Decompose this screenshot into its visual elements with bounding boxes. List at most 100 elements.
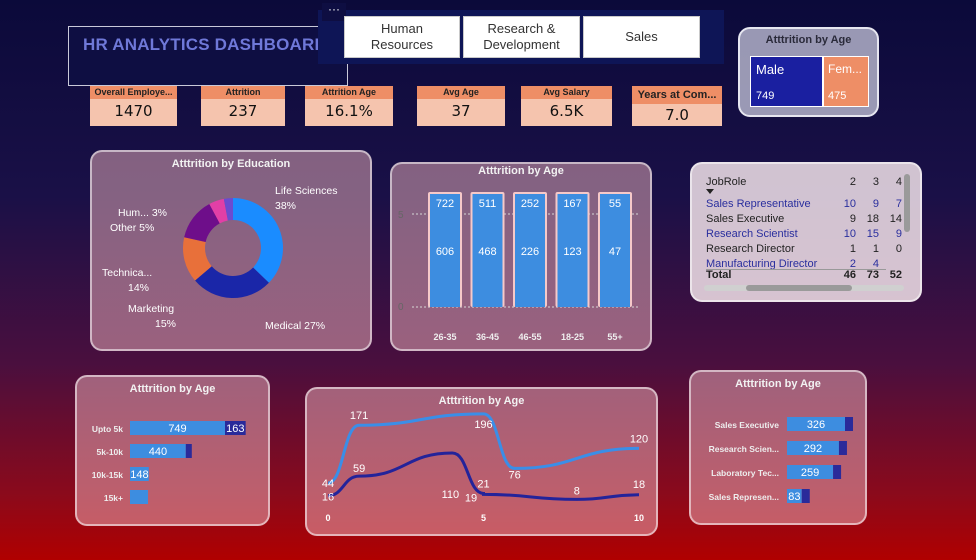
male-tile[interactable]: Male 749 [750,56,823,107]
data-label: 19 [465,492,477,504]
salary-bar-chart-card: Atttrition by Age Upto 5k 749 163 5k-10k 440… [75,375,270,526]
column-header[interactable]: 2 [849,176,856,188]
bar-value-label: 468 [478,246,496,258]
kpi-label: Attrition Age [305,86,393,99]
x-tick-label: 5 [481,513,486,523]
bar[interactable] [787,417,845,431]
bar-value-label: 722 [436,198,454,210]
card-title: Atttrition by Age [735,378,821,390]
tab-label: Research & Development [483,21,560,52]
table-row[interactable]: Research Scientist 10 15 9 [706,228,902,243]
cell: 52 [889,269,902,281]
donut-label-other: Other 5% [110,222,154,234]
bar-segment[interactable] [225,421,246,435]
bar-segment[interactable] [801,489,810,503]
jobrole-table-card: JobRole 2 3 4 Sales Representative 10 9 … [690,162,922,302]
female-label: Fem... [828,62,863,76]
bar-segment[interactable] [185,444,192,458]
bar[interactable] [472,194,503,307]
bar-segment[interactable] [833,465,842,479]
age-bar-chart: 5 0 722 606 26-35 511 468 36-45 252 226 46-55 167… [398,192,640,342]
kpi-value: 1470 [114,102,153,120]
kpi-overall-employees[interactable]: Overall Employe... 1470 [90,86,177,126]
sort-desc-icon[interactable] [706,189,714,194]
bar-value-label: 226 [521,246,539,258]
donut-label-life-sciences-pct: 38% [275,200,296,212]
table-row[interactable]: Research Director 1 1 0 [706,243,902,258]
kpi-attrition[interactable]: Attrition 237 [201,86,285,126]
y-tick-label: Upto 5k [92,424,123,434]
tab-sales[interactable]: Sales [583,16,700,58]
series-line[interactable] [327,412,640,485]
kpi-years-at-company[interactable]: Years at Com... 7.0 [632,86,722,126]
donut-slice[interactable] [195,266,269,298]
donut-slice[interactable] [233,198,283,283]
kpi-avg-age[interactable]: Avg Age 37 [417,86,505,126]
donut-slice[interactable] [209,198,228,224]
kpi-avg-salary[interactable]: Avg Salary 6.5K [521,86,612,126]
bar[interactable] [515,194,545,307]
card-title: Atttrition by Age [478,165,564,177]
table-row[interactable]: Sales Representative 10 9 7 [706,198,902,213]
bar-value-label: 511 [479,198,497,210]
card-title: Atttrition by Age [438,395,525,407]
donut-slice[interactable] [223,198,233,221]
female-tile[interactable]: Fem... 475 [823,56,869,107]
data-label: 16 [322,492,334,504]
bar[interactable] [787,489,802,503]
tab-human-resources[interactable]: Human Resources [344,16,460,58]
bar-segment[interactable] [845,417,853,431]
kpi-label: Attrition [201,86,285,99]
donut-label-marketing: Marketing [128,303,174,315]
y-tick-label: Sales Represen... [709,492,779,502]
bar[interactable] [787,465,834,479]
bar-value-label: 326 [807,419,825,431]
bar[interactable] [130,467,149,481]
x-tick-label: 36-45 [476,332,499,342]
bar-value-label: 163 [226,423,244,435]
bar[interactable] [787,441,839,455]
bar[interactable] [557,194,588,307]
table-row[interactable]: Sales Executive 9 18 14 [706,213,902,228]
cell: 10 [843,228,856,240]
trend-line-chart-card: Atttrition by Age 0 5 10 44 171 196 76 120 16 59 1… [305,387,658,536]
y-tick-label: Laboratory Tec... [711,468,779,478]
bar[interactable] [130,444,186,458]
bar[interactable] [130,421,225,435]
column-header[interactable]: 3 [872,176,879,188]
column-header[interactable]: 4 [895,176,902,188]
y-tick: 0 [398,302,404,313]
cell: 73 [866,269,879,281]
donut-label-marketing-pct: 15% [155,318,176,330]
cell: 4 [872,258,879,269]
y-tick-label: Sales Executive [715,420,780,430]
cell: 9 [849,213,856,225]
cell: 1 [872,243,879,255]
kpi-label: Years at Com... [632,86,722,104]
bar-value-label: 292 [804,443,822,455]
bar[interactable] [130,490,148,504]
tab-label: Human Resources [370,21,434,52]
data-label: 18 [633,479,645,491]
bar-value-label: 123 [563,246,581,258]
kpi-value: 37 [451,102,471,120]
table-row[interactable]: Manufacturing Director 2 4 2 [706,258,886,269]
series-line[interactable] [327,451,640,501]
column-header-jobrole[interactable]: JobRole [706,176,747,188]
x-tick-label: 55+ [607,332,622,342]
kpi-value: 16.1% [325,102,373,120]
total-divider [706,269,886,270]
donut-slice[interactable] [183,237,212,281]
male-label: Male [756,62,785,77]
bar-segment[interactable] [838,441,847,455]
cell: 18 [866,213,879,225]
horizontal-scrollbar[interactable] [746,285,852,291]
kpi-attrition-age[interactable]: Attrition Age 16.1% [305,86,393,126]
tab-research-development[interactable]: Research & Development [463,16,580,58]
donut-slice[interactable] [184,203,220,243]
more-options-icon[interactable]: ··· [322,3,346,21]
bar[interactable] [600,194,630,307]
bar[interactable] [430,194,460,307]
cell: 2 [849,258,856,269]
vertical-scrollbar[interactable] [904,174,910,232]
